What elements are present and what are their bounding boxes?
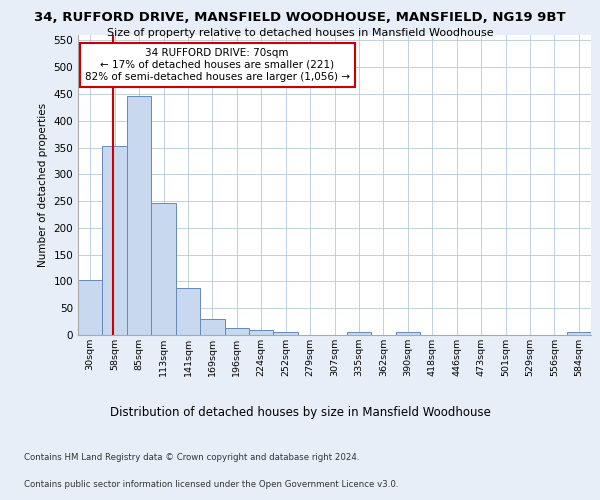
Bar [103, 146, 127, 335]
Text: Contains public sector information licensed under the Open Government Licence v3: Contains public sector information licen… [24, 480, 398, 489]
Bar [151, 203, 176, 335]
Bar [200, 319, 224, 335]
Text: 34, RUFFORD DRIVE, MANSFIELD WOODHOUSE, MANSFIELD, NG19 9BT: 34, RUFFORD DRIVE, MANSFIELD WOODHOUSE, … [34, 11, 566, 24]
Y-axis label: Number of detached properties: Number of detached properties [38, 103, 48, 267]
Bar [249, 330, 274, 335]
Bar [274, 332, 298, 335]
Bar [395, 332, 420, 335]
Bar [566, 332, 591, 335]
Text: Distribution of detached houses by size in Mansfield Woodhouse: Distribution of detached houses by size … [110, 406, 490, 419]
Bar [176, 288, 200, 335]
Bar [347, 332, 371, 335]
Text: Contains HM Land Registry data © Crown copyright and database right 2024.: Contains HM Land Registry data © Crown c… [24, 454, 359, 462]
Bar [224, 328, 249, 335]
Text: Size of property relative to detached houses in Mansfield Woodhouse: Size of property relative to detached ho… [107, 28, 493, 38]
Bar [127, 96, 151, 335]
Bar [78, 280, 103, 335]
Text: 34 RUFFORD DRIVE: 70sqm
← 17% of detached houses are smaller (221)
82% of semi-d: 34 RUFFORD DRIVE: 70sqm ← 17% of detache… [85, 48, 350, 82]
